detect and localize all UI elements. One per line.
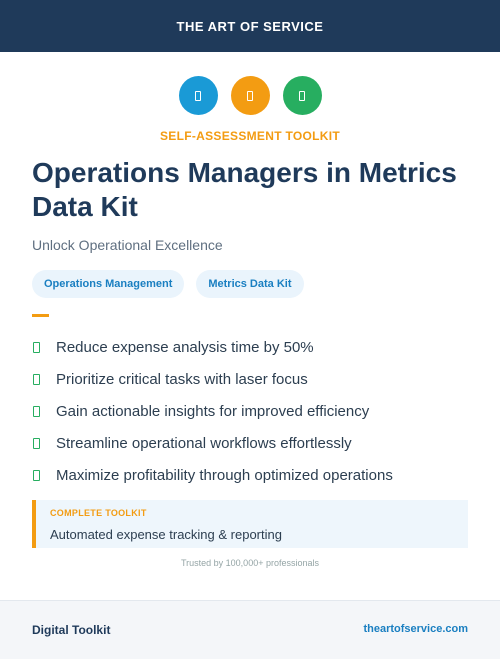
subtitle: Unlock Operational Excellence <box>32 237 223 253</box>
blue-circle-icon <box>178 76 218 115</box>
tag-operations-management: Operations Management <box>32 270 185 298</box>
footer: Digital Toolkit theartofservice.com <box>0 600 500 659</box>
top-banner: THE ART OF SERVICE <box>0 0 500 52</box>
icon-row <box>0 76 500 115</box>
tag-metrics-data-kit: Metrics Data Kit <box>196 270 304 298</box>
accent-divider <box>32 314 49 317</box>
tag-list: Operations Management Metrics Data Kit <box>32 270 304 298</box>
benefit-text: Reduce expense analysis time by 50% <box>56 338 314 356</box>
list-item: Streamline operational workflows effortl… <box>32 427 393 459</box>
callout-label: COMPLETE TOOLKIT <box>50 508 147 518</box>
toolkit-callout: COMPLETE TOOLKIT Automated expense track… <box>32 500 468 548</box>
check-icon <box>33 469 40 481</box>
list-item: Maximize profitability through optimized… <box>32 459 393 491</box>
check-icon <box>33 373 40 385</box>
brand-name: THE ART OF SERVICE <box>176 18 324 34</box>
benefit-text: Gain actionable insights for improved ef… <box>56 402 370 420</box>
check-icon <box>33 437 40 449</box>
list-item: Prioritize critical tasks with laser foc… <box>32 363 393 395</box>
list-item: Reduce expense analysis time by 50% <box>32 331 393 363</box>
callout-text: Automated expense tracking & reporting <box>50 527 282 542</box>
benefit-list: Reduce expense analysis time by 50% Prio… <box>32 331 393 491</box>
orange-circle-icon <box>230 76 270 115</box>
benefit-text: Prioritize critical tasks with laser foc… <box>56 370 308 388</box>
benefit-text: Maximize profitability through optimized… <box>56 466 393 484</box>
trust-note: Trusted by 100,000+ professionals <box>180 558 319 568</box>
benefit-text: Streamline operational workflows effortl… <box>56 434 352 452</box>
page-title: Operations Managers in Metrics Data Kit <box>32 157 457 222</box>
list-item: Gain actionable insights for improved ef… <box>32 395 393 427</box>
kicker-label: SELF-ASSESSMENT TOOLKIT <box>159 129 341 143</box>
website-link[interactable]: theartofservice.com <box>363 623 468 635</box>
footer-label: Digital Toolkit <box>32 623 111 637</box>
green-circle-icon <box>282 76 322 115</box>
check-icon <box>33 405 40 417</box>
check-icon <box>33 341 40 353</box>
